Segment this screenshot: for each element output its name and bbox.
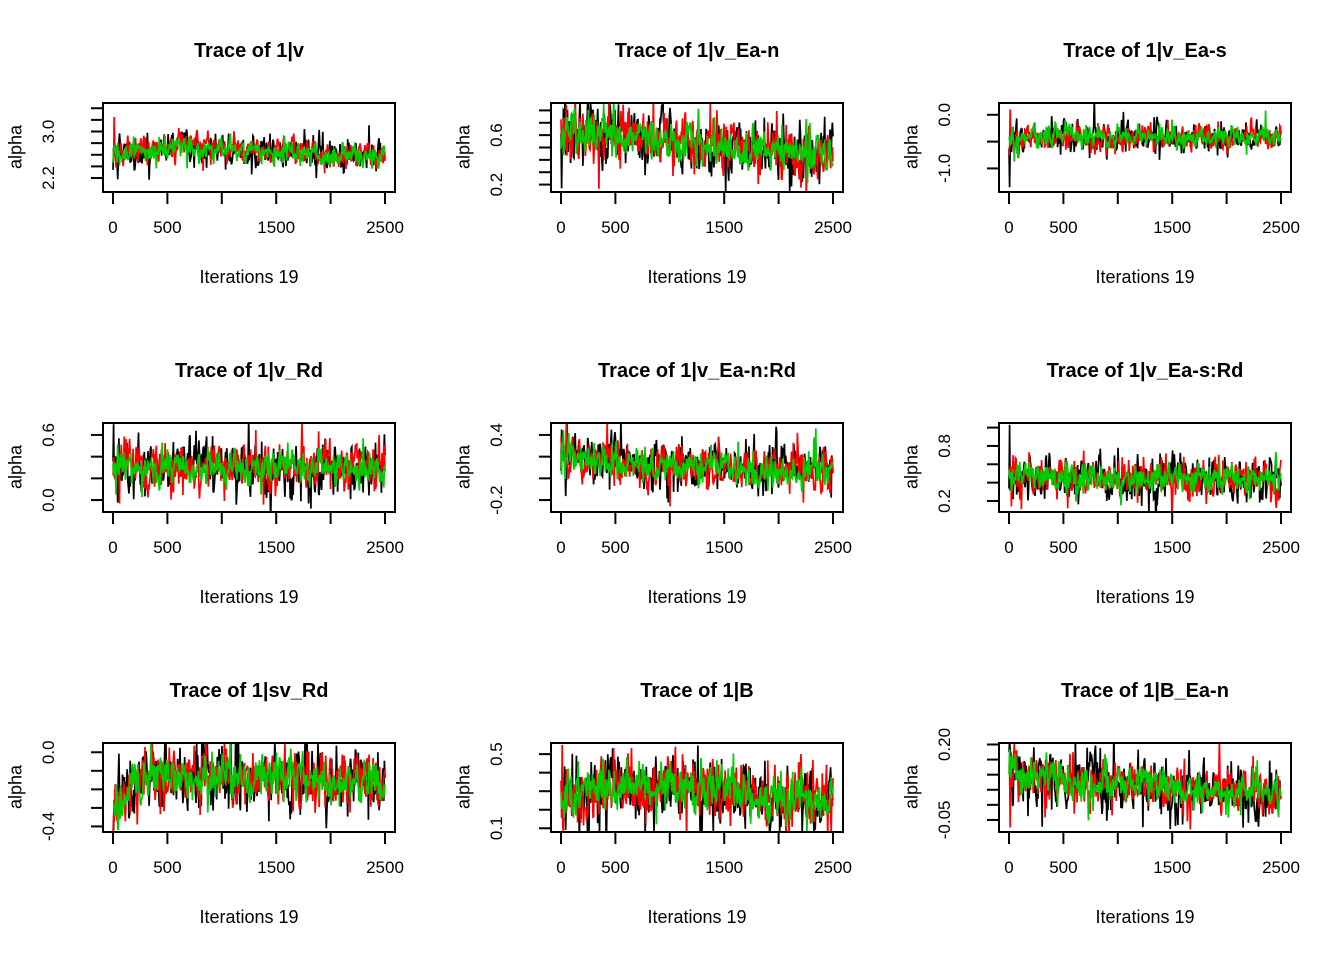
trace-plot-cell-4: Trace of 1|v_Rd alpha 0 500 1500 2500 0.0 0.6…	[0, 320, 448, 640]
trace-plot-canvas: 0 500 1500 2500 -0.4 0.0	[39, 740, 404, 877]
x-axis-label: Iterations 19	[199, 907, 299, 927]
x-axis-label: Iterations 19	[1095, 267, 1195, 287]
svg-text:-0.05: -0.05	[935, 801, 954, 840]
trace-plot-cell-3: Trace of 1|v_Ea-s alpha 0 500 1500 2500 -1.0…	[896, 0, 1344, 320]
trace-plot-cell-2: Trace of 1|v_Ea-n alpha 0 500 1500 2500 0.2 0…	[448, 0, 896, 320]
plot-title: Trace of 1|v_Ea-n:Rd	[598, 360, 796, 382]
trace-plot-cell-5: Trace of 1|v_Ea-n:Rd alpha 0 500 1500 2500-…	[448, 320, 896, 640]
x-axis-label: Iterations 19	[647, 907, 747, 927]
svg-text:1500: 1500	[1153, 218, 1191, 237]
plot-title: Trace of 1|v_Ea-n	[614, 40, 780, 62]
plot-title: Trace of 1|B	[640, 680, 754, 702]
svg-text:0.1: 0.1	[487, 816, 506, 840]
plot-title: Trace of 1|v_Ea-s	[1063, 40, 1227, 62]
x-axis-label: Iterations 19	[1095, 907, 1195, 927]
svg-text:0.5: 0.5	[487, 742, 506, 766]
svg-text:500: 500	[153, 538, 181, 557]
trace-plot-cell-1: Trace of 1|v alpha 0 500 1500 2500 2.2 3.0 It…	[0, 0, 448, 320]
svg-text:1500: 1500	[1153, 858, 1191, 877]
trace-plot-canvas: 0 500 1500 2500 0.1 0.5	[487, 742, 852, 877]
svg-text:500: 500	[601, 538, 629, 557]
svg-text:0.2: 0.2	[935, 489, 954, 513]
svg-text:500: 500	[153, 858, 181, 877]
x-axis-label: Iterations 19	[1095, 587, 1195, 607]
trace-plot-canvas: 0 500 1500 2500 -0.05 0.20	[935, 728, 1300, 877]
svg-text:0: 0	[556, 218, 565, 237]
svg-text:2500: 2500	[814, 538, 852, 557]
svg-text:500: 500	[1049, 858, 1077, 877]
svg-text:2.2: 2.2	[39, 166, 58, 190]
svg-text:1500: 1500	[705, 218, 743, 237]
svg-text:2500: 2500	[1262, 538, 1300, 557]
svg-text:0.6: 0.6	[39, 423, 58, 447]
svg-text:0.0: 0.0	[39, 488, 58, 512]
svg-text:-1.0: -1.0	[935, 154, 954, 183]
x-axis-label: Iterations 19	[199, 267, 299, 287]
svg-text:2500: 2500	[366, 538, 404, 557]
svg-text:0.8: 0.8	[935, 434, 954, 458]
x-axis-label: Iterations 19	[647, 267, 747, 287]
trace-plot-cell-8: Trace of 1|B alpha 0 500 1500 2500 0.1 0.5 It…	[448, 640, 896, 960]
x-axis-label: Iterations 19	[647, 587, 747, 607]
svg-text:2500: 2500	[366, 218, 404, 237]
svg-text:2500: 2500	[814, 858, 852, 877]
trace-plot-canvas: 0 500 1500 2500 -0.2 0.4	[487, 422, 852, 557]
svg-text:0: 0	[108, 858, 117, 877]
svg-text:1500: 1500	[257, 538, 295, 557]
svg-text:1500: 1500	[257, 218, 295, 237]
plot-title: Trace of 1|v_Ea-s:Rd	[1046, 360, 1244, 382]
svg-text:2500: 2500	[1262, 218, 1300, 237]
svg-text:0.0: 0.0	[935, 103, 954, 127]
svg-text:2500: 2500	[366, 858, 404, 877]
svg-text:500: 500	[1049, 218, 1077, 237]
svg-text:0: 0	[108, 218, 117, 237]
x-axis-label: Iterations 19	[199, 587, 299, 607]
svg-text:500: 500	[153, 218, 181, 237]
trace-plot-cell-6: Trace of 1|v_Ea-s:Rd alpha 0 500 1500 2500 0…	[896, 320, 1344, 640]
trace-plot-cell-9: Trace of 1|B_Ea-n alpha 0 500 1500 2500 -0.0…	[896, 640, 1344, 960]
trace-plot-canvas: 0 500 1500 2500 0.0 0.6	[39, 422, 404, 557]
svg-text:3.0: 3.0	[39, 120, 58, 144]
svg-text:500: 500	[601, 858, 629, 877]
svg-text:0: 0	[1004, 858, 1013, 877]
svg-text:0.4: 0.4	[487, 423, 506, 447]
svg-text:2500: 2500	[814, 218, 852, 237]
svg-text:0: 0	[1004, 538, 1013, 557]
svg-text:0.0: 0.0	[39, 740, 58, 764]
svg-text:2500: 2500	[1262, 858, 1300, 877]
plot-title: Trace of 1|v	[193, 40, 305, 62]
svg-text:0.20: 0.20	[935, 728, 954, 761]
svg-text:1500: 1500	[705, 538, 743, 557]
plot-title: Trace of 1|v_Rd	[175, 360, 323, 382]
trace-plot-cell-7: Trace of 1|sv_Rd alpha 0 500 1500 2500 -0.4 0…	[0, 640, 448, 960]
svg-text:-0.4: -0.4	[39, 812, 58, 841]
svg-text:500: 500	[1049, 538, 1077, 557]
svg-text:0.2: 0.2	[487, 173, 506, 197]
svg-text:0: 0	[556, 858, 565, 877]
trace-plot-canvas: 0 500 1500 2500 0.2 0.6	[487, 102, 852, 237]
trace-plot-canvas: 0 500 1500 2500 -1.0 0.0	[935, 102, 1300, 237]
svg-text:0: 0	[108, 538, 117, 557]
plot-title: Trace of 1|sv_Rd	[169, 680, 329, 702]
svg-text:0: 0	[1004, 218, 1013, 237]
trace-plot-canvas: 0 500 1500 2500 0.2 0.8	[935, 422, 1300, 557]
trace-plot-canvas: 0 500 1500 2500 2.2 3.0	[39, 102, 404, 237]
svg-text:1500: 1500	[1153, 538, 1191, 557]
svg-text:1500: 1500	[705, 858, 743, 877]
svg-text:0: 0	[556, 538, 565, 557]
svg-text:500: 500	[601, 218, 629, 237]
svg-text:0.6: 0.6	[487, 123, 506, 147]
svg-text:-0.2: -0.2	[487, 485, 506, 514]
svg-text:1500: 1500	[257, 858, 295, 877]
plot-title: Trace of 1|B_Ea-n	[1061, 680, 1229, 702]
